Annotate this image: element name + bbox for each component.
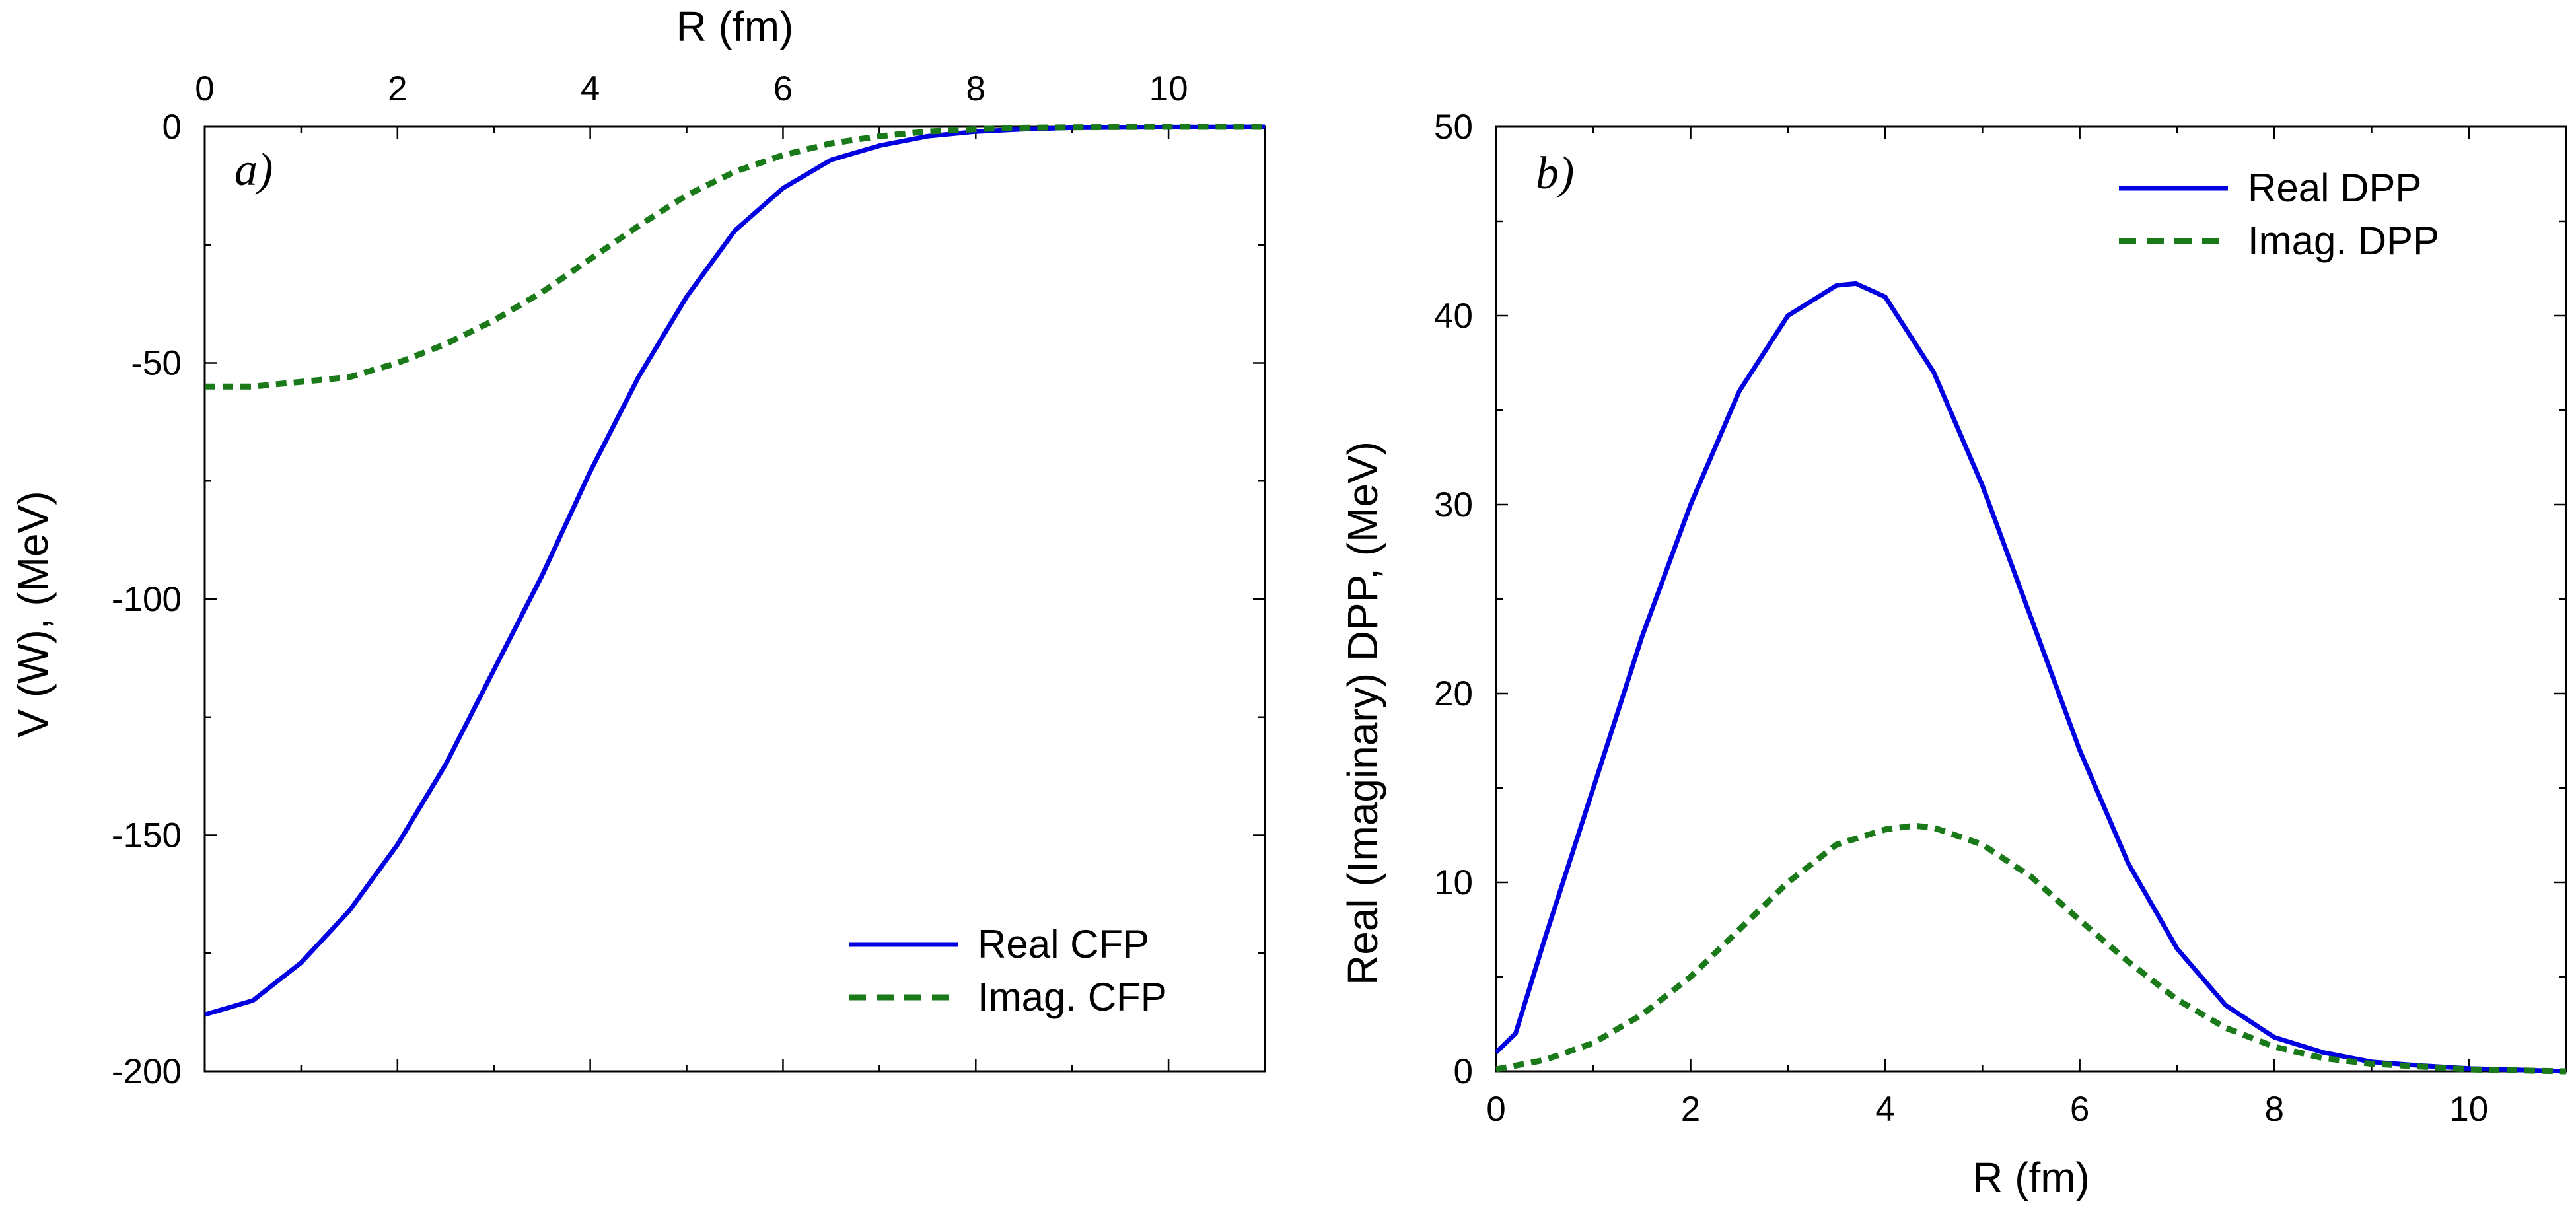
panel-b: 0 2 4 6 8 10 0 10 20 30 40 50 R (fm) Real (Imaginary)…	[1339, 108, 2567, 1201]
x-tick-label: 2	[1681, 1090, 1700, 1129]
y-tick-label: -200	[112, 1052, 182, 1091]
y-tick-label: 30	[1434, 485, 1473, 524]
y-tick-label: 40	[1434, 297, 1473, 336]
y-tick-label: 20	[1434, 674, 1473, 713]
panel-a: 0 2 4 6 8 10 0 -50 -100 -150 -200 R (fm) V (W), (MeV…	[9, 3, 1266, 1091]
x-axis-title: R (fm)	[1972, 1154, 2090, 1201]
y-tick-label: -50	[131, 344, 182, 383]
y-tick-label: 0	[162, 108, 182, 147]
panel-label: a)	[234, 145, 273, 196]
x-tick-label: 0	[195, 69, 214, 108]
x-axis-title: R (fm)	[676, 3, 794, 50]
series-line	[1495, 822, 2567, 1075]
x-tick-label: 4	[581, 69, 600, 108]
x-tick-label: 8	[2264, 1090, 2283, 1129]
x-tick-label: 6	[773, 69, 793, 108]
legend-label: Imag. CFP	[978, 975, 1167, 1019]
x-tick-label: 2	[388, 69, 407, 108]
y-tick-label: -100	[112, 580, 182, 619]
x-tick-label: 10	[1149, 69, 1188, 108]
series-line	[204, 124, 1266, 1017]
y-tick-label: 10	[1434, 863, 1473, 902]
legend-label: Real CFP	[978, 922, 1149, 966]
x-tick-label: 0	[1486, 1090, 1505, 1129]
series-line	[205, 124, 1265, 390]
y-axis-title: V (W), (MeV)	[9, 491, 57, 737]
y-tick-label: 50	[1434, 108, 1473, 147]
legend-label: Real DPP	[2248, 166, 2421, 210]
x-tick-label: 10	[2449, 1090, 2488, 1129]
y-tick-label: -150	[112, 816, 182, 855]
series-line	[1494, 281, 2567, 1074]
y-axis-title: Real (Imaginary) DPP, (MeV)	[1339, 441, 1386, 985]
legend-label: Imag. DPP	[2248, 219, 2439, 263]
x-tick-label: 8	[966, 69, 985, 108]
panel-label: b)	[1536, 148, 1574, 199]
x-tick-label: 6	[2070, 1090, 2089, 1129]
x-tick-label: 4	[1875, 1090, 1894, 1129]
y-tick-label: 0	[1454, 1052, 1473, 1091]
